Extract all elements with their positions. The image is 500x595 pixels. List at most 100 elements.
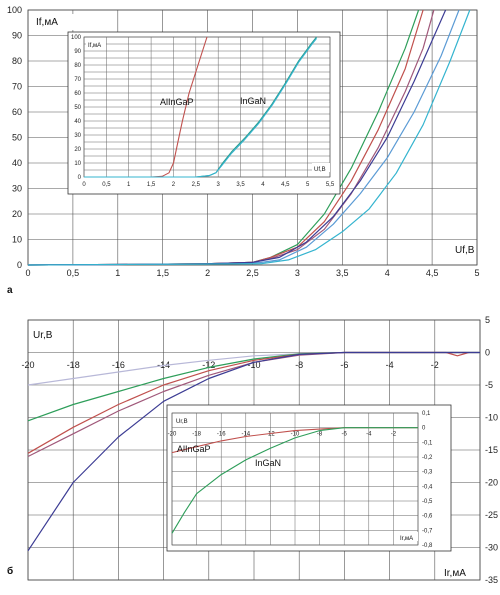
panel-a-inset-series-line [84, 38, 318, 178]
panel-a-inset-annotation-ingan: InGaN [240, 96, 266, 106]
panel-a-y-tick-label: 20 [12, 209, 22, 219]
panel-a-inset-x-tick-label: 3 [217, 182, 221, 188]
panel-b-x-tick-label: -10 [247, 360, 260, 370]
panel-b-inset-xlabel-bg [398, 532, 418, 541]
panel-a-y-tick-label: 50 [12, 133, 22, 143]
panel-b-inset-y-tick-label: -0,2 [422, 455, 433, 461]
panel-a-inset-x-tick-label: 4 [261, 182, 265, 188]
panel-a-inset-y-tick-label: 40 [74, 119, 81, 125]
panel-b-inset-x-tick-label: -2 [391, 432, 397, 438]
panel-b-inset-annotation-ingan: InGaN [255, 458, 281, 468]
panel-a-ylabel-bg [34, 14, 74, 30]
panel-a-inset-x-tick-label: 4,5 [281, 182, 290, 188]
panel-b-x-tick-label: -16 [112, 360, 125, 370]
panel-b-y-tick-label: -20 [485, 478, 498, 488]
panel-b-ylabel-bg [31, 327, 61, 341]
panel-a-inset-x-tick-label: 5 [306, 182, 310, 188]
panel-a-inset-annotation-alingap: AlInGaP [160, 97, 194, 107]
panel-a-inset-x-tick-label: 0,5 [102, 182, 111, 188]
panel-a-inset-y-tick-label: 100 [71, 35, 82, 41]
panel-a-y-tick-label: 30 [12, 184, 22, 194]
panel-b-inset-x-tick-label: -14 [241, 432, 250, 438]
panel-a-y-tick-label: 60 [12, 107, 22, 117]
panel-b-inset-y-tick-label: 0 [422, 426, 426, 432]
panel-b-series-line [27, 351, 469, 454]
panel-b-inset-ylabel-bg [174, 416, 194, 425]
panel-a-inset-x-tick-label: 2,5 [192, 182, 201, 188]
panel-b-x-tick-label: -4 [386, 360, 394, 370]
panel-a-y-tick-label: 10 [12, 235, 22, 245]
panel-b-inset-y-tick-label: -0,8 [422, 543, 433, 549]
panel-b-inset-x-tick-label: -18 [192, 432, 201, 438]
panel-a-inset-x-tick-label: 0 [82, 182, 86, 188]
panel-a-y-tick-label: 90 [12, 31, 22, 41]
panel-b-y-tick-label: -5 [485, 380, 493, 390]
panel-b-x-tick-label: -8 [295, 360, 303, 370]
panel-a-inset-y-tick-label: 30 [74, 133, 81, 139]
panel-a-inset-y-tick-label: 0 [78, 175, 82, 181]
panel-b-inset-series-line [171, 427, 418, 534]
panel-b-inset-y-tick-label: -0,5 [422, 499, 433, 505]
panel-a-x-tick-label: 0 [25, 268, 30, 278]
panel-b-inset-y-tick-label: -0,4 [422, 484, 433, 490]
panel-a-inset-x-tick-label: 3,5 [236, 182, 245, 188]
panel-a-series-line [27, 9, 471, 266]
panel-b-inset-x-tick-label: -6 [342, 432, 348, 438]
panel-a-x-tick-label: 3,5 [336, 268, 349, 278]
panel-a-inset-ylabel-bg [86, 39, 106, 49]
panel-b-inset-x-tick-label: -8 [317, 432, 323, 438]
panel-a-y-tick-label: 0 [17, 260, 22, 270]
panel-a-x-tick-label: 5 [474, 268, 479, 278]
panel-b-tag: б [7, 565, 13, 577]
panel-b-x-tick-label: -18 [67, 360, 80, 370]
panel-b-inset-x-tick-label: -20 [168, 432, 177, 438]
panel-b-inset-annotation-alingap: AlInGaP [177, 444, 211, 454]
panel-b-inset-y-axis-label: Ur,B [176, 419, 188, 425]
panel-a-x-tick-label: 4 [385, 268, 390, 278]
panel-b-inset-x-tick-label: -12 [266, 432, 275, 438]
panel-a-y-tick-label: 100 [7, 5, 22, 15]
panel-a-inset-y-tick-label: 70 [74, 77, 81, 83]
panel-a-y-tick-label: 70 [12, 82, 22, 92]
panel-b-y-tick-label: -35 [485, 575, 498, 585]
panel-b-inset-y-tick-label: -0,1 [422, 440, 433, 446]
panel-b-x-tick-label: -20 [21, 360, 34, 370]
panel-a-x-axis-label: Uf,B [455, 245, 475, 256]
panel-b-y-tick-label: -10 [485, 413, 498, 423]
panel-a-x-tick-label: 0,5 [67, 268, 80, 278]
panel-a-y-axis-label: If,мА [36, 17, 58, 28]
panel-b-inset-x-tick-label: -16 [217, 432, 226, 438]
panel-a-x-tick-label: 2 [205, 268, 210, 278]
panel-a-x-tick-label: 1 [115, 268, 120, 278]
panel-b-x-tick-label: -6 [340, 360, 348, 370]
panel-a-inset-y-tick-label: 50 [74, 105, 81, 111]
panel-a-x-tick-label: 4,5 [426, 268, 439, 278]
panel-b-inset-y-tick-label: -0,3 [422, 470, 433, 476]
panel-a-inset-y-axis-label: If,мА [88, 43, 101, 49]
panel-a-inset-x-tick-label: 5,5 [326, 182, 335, 188]
panel-b-y-axis-label: Ur,B [33, 330, 53, 341]
panel-b-y-tick-label: -25 [485, 510, 498, 520]
panel-b-x-tick-label: -12 [202, 360, 215, 370]
panel-b-x-axis-label: Ir,мА [444, 568, 466, 579]
panel-b-inset-y-tick-label: -0,6 [422, 514, 433, 520]
panel-a-x-tick-label: 3 [295, 268, 300, 278]
panel-a-y-tick-label: 80 [12, 56, 22, 66]
panel-b-inset-y-tick-label: 0,1 [422, 411, 431, 417]
panel-a-y-tick-label: 40 [12, 158, 22, 168]
panel-b-inset-x-tick-label: -4 [366, 432, 372, 438]
panel-a-inset-y-tick-label: 10 [74, 161, 81, 167]
panel-b-x-tick-label: -2 [431, 360, 439, 370]
panel-a-inset-y-tick-label: 60 [74, 91, 81, 97]
panel-a-inset-x-tick-label: 1 [127, 182, 131, 188]
panel-b-inset-x-tick-label: -10 [291, 432, 300, 438]
panel-a-x-tick-label: 2,5 [246, 268, 259, 278]
panel-b-inset-x-axis-label: Ir,мА [400, 536, 413, 542]
panel-b-series-line [27, 351, 480, 552]
panel-a-x-tick-label: 1,5 [156, 268, 169, 278]
panel-b-inset-y-tick-label: -0,7 [422, 528, 433, 534]
panel-a-inset-x-tick-label: 2 [172, 182, 176, 188]
panel-a-inset-xlabel-bg [312, 163, 330, 172]
panel-a-inset-x-tick-label: 1,5 [147, 182, 156, 188]
